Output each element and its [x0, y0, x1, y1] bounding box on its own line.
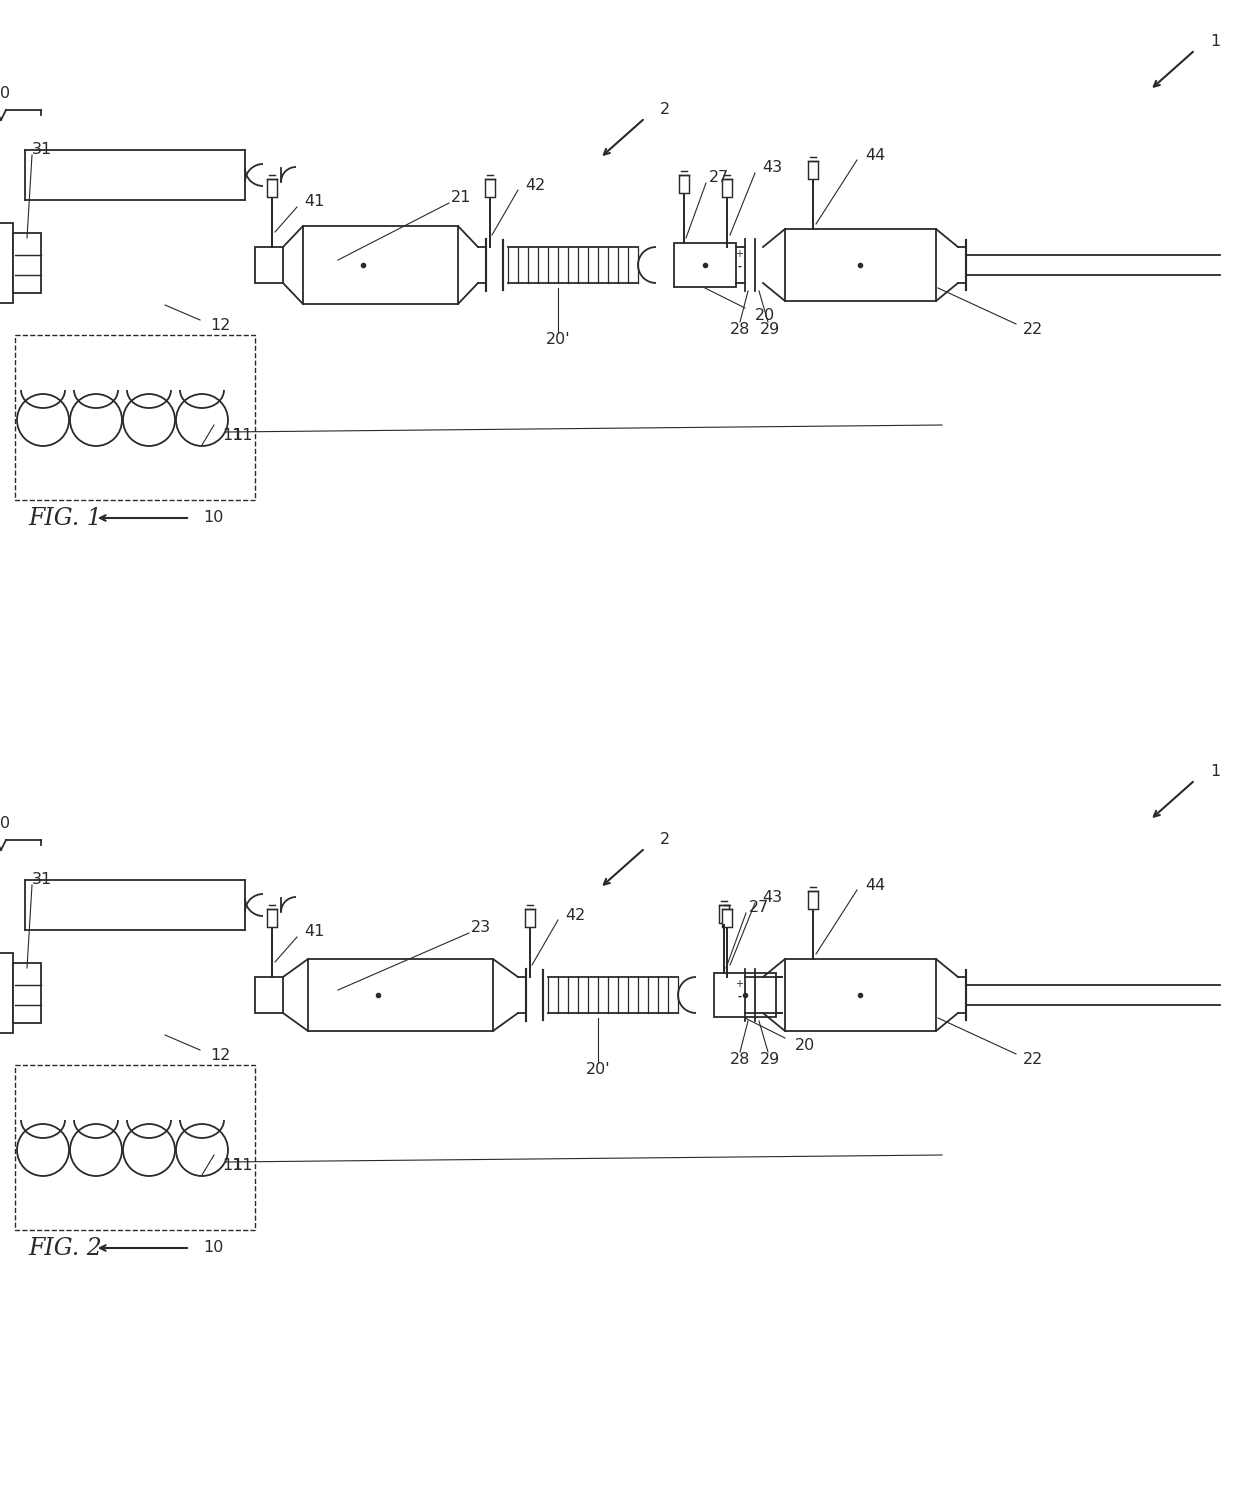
Text: 23: 23: [471, 920, 491, 935]
Bar: [303, 225, 458, 304]
Text: 20: 20: [755, 308, 775, 323]
Bar: [525, 909, 534, 927]
Text: 20': 20': [585, 1063, 610, 1078]
Bar: [714, 972, 776, 1018]
FancyBboxPatch shape: [15, 1066, 255, 1229]
Text: 44: 44: [864, 147, 885, 162]
Text: 22: 22: [1023, 323, 1043, 338]
Text: -: -: [737, 262, 742, 272]
Text: 2: 2: [660, 833, 670, 848]
Bar: [0, 953, 12, 1033]
Text: 12: 12: [210, 1048, 231, 1063]
Text: 1: 1: [1210, 765, 1220, 780]
Bar: [722, 909, 732, 927]
Text: 29: 29: [760, 323, 780, 338]
Text: FIG. 2: FIG. 2: [29, 1237, 102, 1260]
Text: 11: 11: [233, 1157, 253, 1172]
Text: 2: 2: [660, 102, 670, 117]
Text: 22: 22: [1023, 1052, 1043, 1067]
Bar: [722, 179, 732, 197]
Text: 42: 42: [525, 177, 546, 192]
Text: FIG. 1: FIG. 1: [29, 507, 102, 531]
Text: 21: 21: [451, 191, 471, 206]
Text: +: +: [735, 978, 743, 989]
Bar: [808, 161, 818, 179]
Text: 27: 27: [749, 900, 769, 915]
Text: 30: 30: [0, 816, 11, 831]
Text: 10: 10: [203, 511, 223, 526]
Bar: [785, 228, 936, 301]
Text: 43: 43: [761, 161, 782, 176]
Bar: [808, 891, 818, 909]
Bar: [255, 246, 283, 283]
Text: 43: 43: [761, 890, 782, 905]
Text: 41: 41: [304, 194, 324, 209]
FancyBboxPatch shape: [15, 335, 255, 500]
Text: 31: 31: [32, 143, 52, 158]
Bar: [675, 243, 737, 287]
Text: 44: 44: [864, 878, 885, 893]
Text: -: -: [737, 992, 742, 1003]
Bar: [0, 222, 12, 304]
Bar: [12, 963, 41, 1024]
Bar: [719, 905, 729, 923]
Text: 20': 20': [546, 332, 570, 347]
Text: 12: 12: [210, 317, 231, 332]
Text: 27: 27: [709, 170, 729, 185]
Text: 29: 29: [760, 1052, 780, 1067]
Text: 11: 11: [222, 427, 242, 442]
Bar: [680, 174, 689, 192]
Text: 11: 11: [233, 427, 253, 442]
Text: 31: 31: [32, 873, 52, 887]
Text: 10: 10: [203, 1240, 223, 1255]
Text: +: +: [735, 249, 743, 259]
Bar: [485, 179, 495, 197]
Text: 11: 11: [222, 1157, 242, 1172]
Bar: [785, 959, 936, 1031]
Text: 41: 41: [304, 924, 324, 939]
Text: 1: 1: [1210, 35, 1220, 50]
Bar: [255, 977, 283, 1013]
Text: 42: 42: [565, 908, 585, 923]
Text: 30: 30: [0, 87, 11, 102]
Bar: [267, 179, 277, 197]
Bar: [267, 909, 277, 927]
Bar: [12, 233, 41, 293]
Text: 20: 20: [795, 1037, 815, 1052]
Bar: [308, 959, 494, 1031]
Text: 28: 28: [730, 323, 750, 338]
Text: 28: 28: [730, 1052, 750, 1067]
